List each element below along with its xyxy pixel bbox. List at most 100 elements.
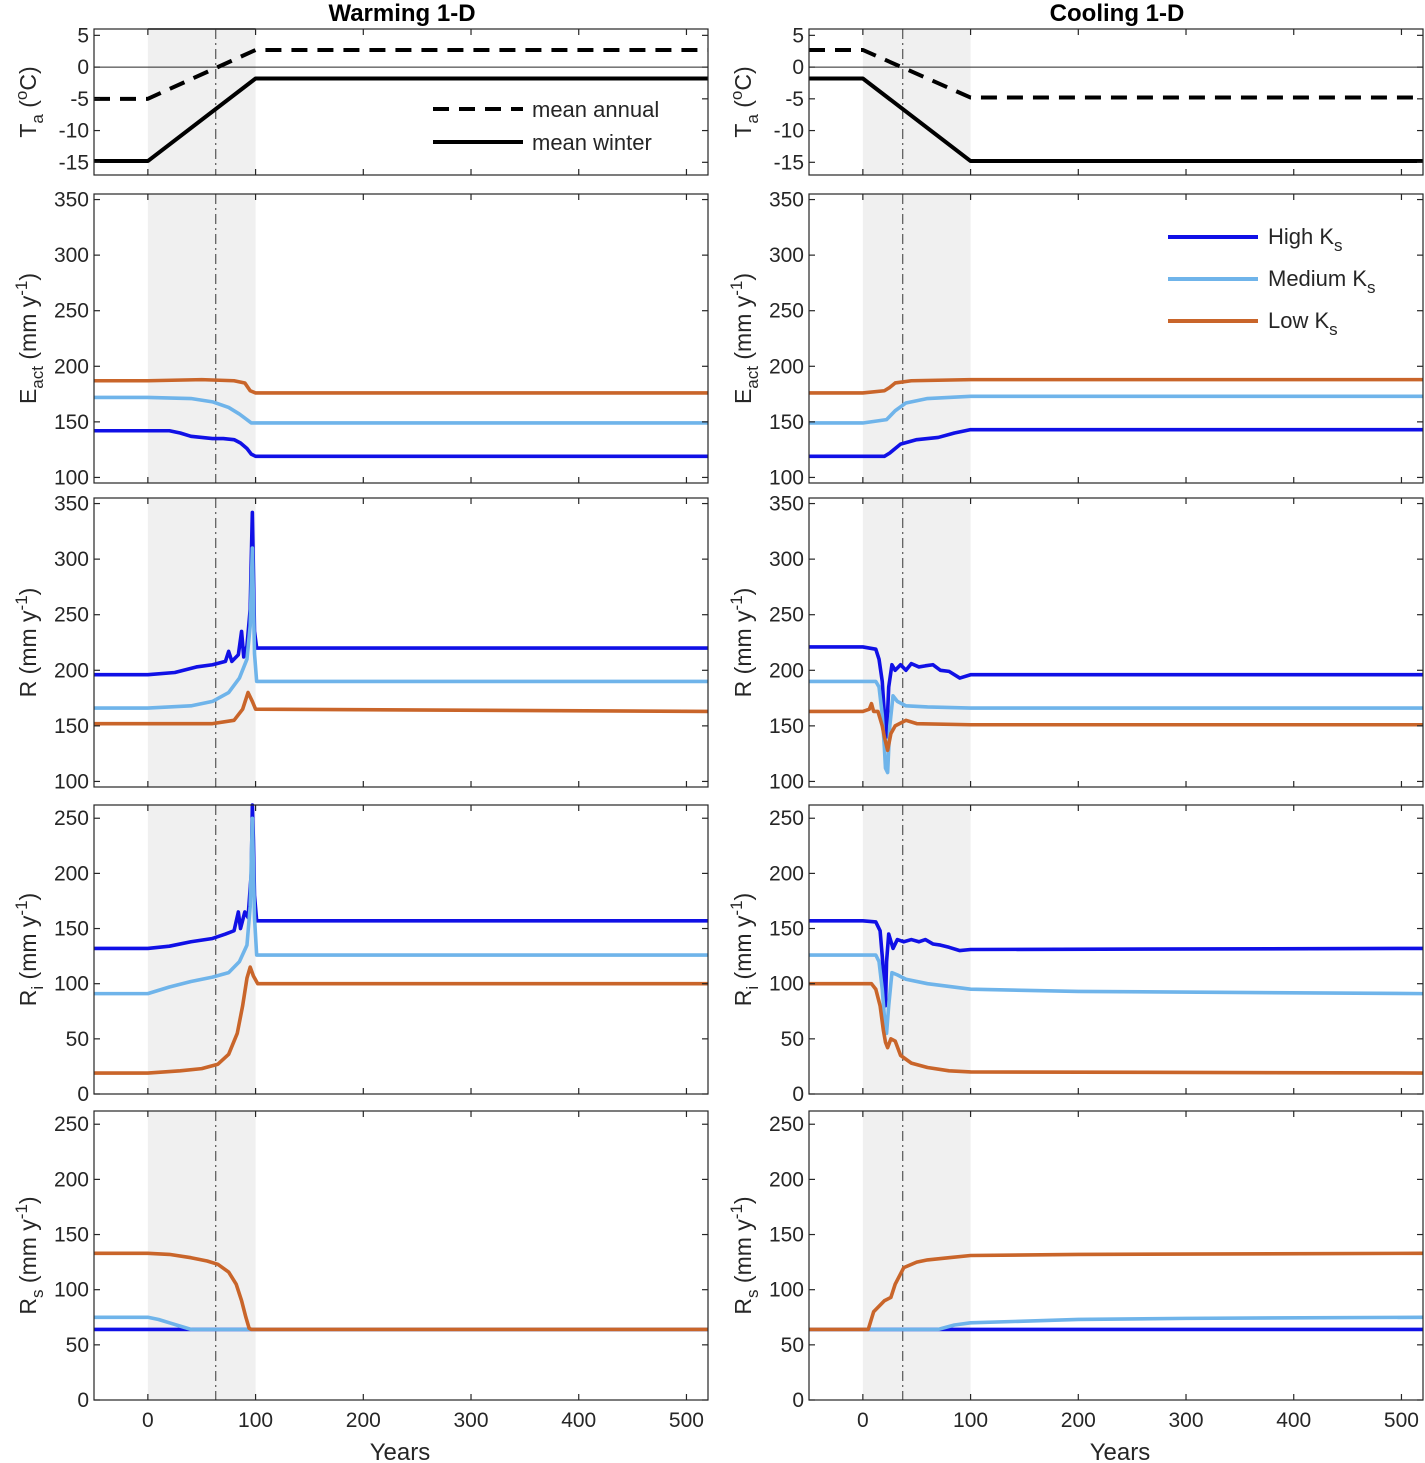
panel-eact-warming: 100 150 200 250 300 350 Eact (mm y-1) (12, 189, 709, 489)
panel-rs-warming: 0 50 100 150 200 250 0 100 200 300 400 500 Rs (mm y-… (12, 1110, 709, 1432)
y-tick-label: 100 (769, 1279, 804, 1302)
series-line-medium (94, 395, 708, 425)
y-tick-label: 250 (54, 604, 89, 627)
series-line-low (809, 377, 1423, 395)
x-tick-label: 100 (953, 1409, 988, 1432)
y-tick-label: 350 (54, 189, 89, 212)
y-tick-label: 0 (77, 1083, 89, 1106)
plot-frame (808, 193, 1424, 484)
y-tick-label: 200 (54, 1168, 89, 1191)
y-tick-label: 200 (769, 659, 804, 682)
y-tick-label: 250 (769, 1113, 804, 1136)
series-line-temp-winter (94, 76, 708, 164)
x-tick-label: 0 (142, 1409, 154, 1432)
y-tick-label: 0 (77, 56, 89, 79)
x-axis-label-cooling: Years (1090, 1439, 1151, 1463)
series-line-medium (94, 1315, 708, 1332)
transition-shading (147, 194, 256, 483)
y-tick-label: 200 (769, 355, 804, 378)
y-tick-label: 50 (66, 1028, 89, 1051)
y-tick-label: 250 (54, 807, 89, 830)
y-tick-label: 300 (769, 244, 804, 267)
y-axis-label: Eact (mm y-1) (727, 273, 762, 404)
y-tick-label: 5 (77, 24, 89, 47)
legend-label-low: Low Ks (1268, 308, 1338, 339)
plot-frame (808, 497, 1424, 788)
y-tick-label: 150 (54, 918, 89, 941)
temperature-legend: mean annual mean winter (433, 97, 659, 155)
legend-label-mean-annual: mean annual (532, 97, 659, 122)
y-tick-label: 100 (54, 973, 89, 996)
series-line-high (94, 428, 708, 459)
transition-shading (147, 29, 256, 175)
y-axis-label: Eact (mm y-1) (12, 273, 47, 404)
y-tick-label: 200 (769, 1168, 804, 1191)
panel-ri-warming: 0 50 100 150 200 250 Ri (mm y-1) (12, 803, 709, 1106)
series-line-medium (94, 816, 708, 996)
panel-rs-cooling: 0 50 100 150 200 250 0 100 200 300 400 500 Rs (mm y-… (727, 1110, 1424, 1432)
y-tick-label: 5 (792, 24, 804, 47)
y-tick-label: 50 (781, 1028, 804, 1051)
x-tick-label: 200 (346, 1409, 381, 1432)
x-tick-label: 200 (1061, 1409, 1096, 1432)
panel-eact-cooling: 100 150 200 250 300 350 Eact (mm y-1) High Ks Me… (727, 189, 1424, 489)
transition-shading (862, 498, 971, 787)
series-line-low (94, 377, 708, 395)
y-tick-label: 150 (769, 715, 804, 738)
transition-shading (862, 1111, 971, 1400)
y-tick-label: 150 (54, 1224, 89, 1247)
y-tick-label: -15 (59, 151, 89, 174)
series-line-high (809, 427, 1423, 459)
y-axis-label: Ri (mm y-1) (12, 893, 47, 1006)
y-tick-label: 100 (769, 973, 804, 996)
column-title-cooling: Cooling 1-D (1050, 0, 1185, 27)
series-line-temp-annual (809, 47, 1423, 100)
y-tick-label: -10 (774, 120, 804, 143)
y-tick-label: 350 (54, 493, 89, 516)
y-tick-label: 250 (769, 807, 804, 830)
y-tick-label: 150 (54, 411, 89, 434)
plot-frame (93, 28, 709, 176)
y-tick-label: -5 (785, 88, 804, 111)
series-line-temp-winter (809, 76, 1423, 164)
plot-frame (93, 1110, 709, 1401)
y-tick-label: 300 (54, 548, 89, 571)
y-tick-label: 200 (54, 659, 89, 682)
panel-r-warming: 100 150 200 250 300 350 R (mm y-1) (12, 493, 709, 793)
y-axis-label: Ta (oC) (12, 66, 47, 137)
transition-shading (147, 498, 256, 787)
y-tick-label: 100 (54, 770, 89, 793)
series-line-medium (809, 394, 1423, 425)
y-tick-label: 0 (792, 56, 804, 79)
y-tick-label: 200 (54, 355, 89, 378)
plot-frame (808, 804, 1424, 1095)
y-tick-label: 150 (769, 918, 804, 941)
x-tick-label: 0 (857, 1409, 869, 1432)
x-axis-label-warming: Years (370, 1439, 431, 1463)
series-line-low (94, 965, 708, 1075)
y-tick-label: 100 (769, 770, 804, 793)
y-tick-label: 100 (54, 1279, 89, 1302)
y-axis-label: R (mm y-1) (727, 588, 756, 698)
y-tick-label: 200 (769, 862, 804, 885)
y-axis-label: Ta (oC) (727, 66, 762, 137)
y-tick-label: -15 (774, 151, 804, 174)
y-tick-label: 150 (769, 1224, 804, 1247)
panel-ri-cooling: 0 50 100 150 200 250 Ri (mm y-1) (727, 804, 1424, 1106)
series-line-medium (94, 546, 708, 710)
ks-legend: High Ks Medium Ks Low Ks (1168, 224, 1376, 339)
x-tick-label: 300 (453, 1409, 488, 1432)
series-line-low (809, 701, 1423, 753)
x-tick-label: 500 (1384, 1409, 1419, 1432)
y-tick-label: 300 (54, 244, 89, 267)
series-line-high (809, 645, 1423, 739)
y-tick-label: 300 (769, 548, 804, 571)
series-line-high (809, 919, 1424, 1008)
legend-label-high: High Ks (1268, 224, 1343, 255)
series-line-low (94, 1251, 708, 1332)
transition-shading (862, 29, 971, 175)
series-line-medium (809, 1315, 1424, 1332)
y-tick-label: 100 (769, 466, 804, 489)
y-axis-label: Ri (mm y-1) (727, 893, 762, 1006)
y-tick-label: 150 (769, 411, 804, 434)
